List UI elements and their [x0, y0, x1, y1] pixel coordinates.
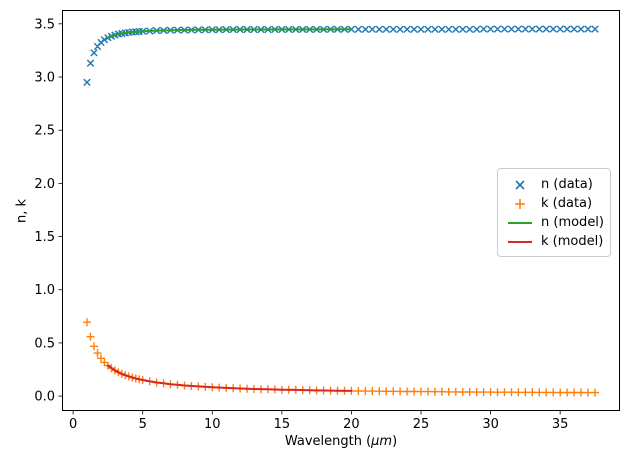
- y-tick-label: 2.5: [34, 124, 55, 139]
- series-n-model: [106, 28, 353, 39]
- x-axis-label: Wavelength (μm): [62, 434, 620, 449]
- legend-item-k-data: k (data): [507, 194, 602, 213]
- series-k-model: [106, 364, 353, 392]
- y-tick-label: 0.0: [34, 390, 55, 405]
- legend-item-n-model: n (model): [507, 213, 604, 232]
- x-tick-label: 30: [482, 417, 499, 432]
- series-k-data: [83, 318, 599, 397]
- legend-label: n (model): [541, 215, 604, 230]
- line-sample-icon: [508, 221, 532, 224]
- x-tick-label: 20: [343, 417, 360, 432]
- x-marker-icon: [515, 179, 525, 190]
- legend-label: k (model): [541, 234, 604, 249]
- legend: n (data) k (data) n (model) k (model): [497, 168, 611, 257]
- line-sample-icon: [508, 240, 532, 243]
- y-tick-label: 3.0: [34, 71, 55, 86]
- x-tick-label: 0: [69, 417, 77, 432]
- plot-border: [62, 10, 620, 411]
- series-n-data: [83, 25, 599, 86]
- y-tick-label: 1.5: [34, 230, 55, 245]
- x-axis-label-unit: μm: [371, 434, 393, 449]
- x-tick-label: 25: [413, 417, 430, 432]
- legend-label: k (data): [541, 196, 593, 211]
- legend-item-n-data: n (data): [507, 175, 602, 194]
- x-tick-label: 10: [204, 417, 221, 432]
- y-axis-label: n, k: [14, 198, 30, 224]
- y-tick-label: 0.5: [34, 336, 55, 351]
- legend-item-k-model: k (model): [507, 232, 604, 251]
- x-tick-label: 15: [274, 417, 291, 432]
- y-tick-label: 1.0: [34, 283, 55, 298]
- x-tick-label: 35: [552, 417, 569, 432]
- x-tick-label: 5: [139, 417, 147, 432]
- y-tick-label: 3.5: [34, 17, 55, 32]
- y-tick-label: 2.0: [34, 177, 55, 192]
- plus-marker-icon: [515, 198, 525, 209]
- x-axis-label-text: Wavelength (: [284, 434, 372, 449]
- legend-label: n (data): [541, 177, 593, 192]
- x-axis-label-close: ): [392, 434, 398, 449]
